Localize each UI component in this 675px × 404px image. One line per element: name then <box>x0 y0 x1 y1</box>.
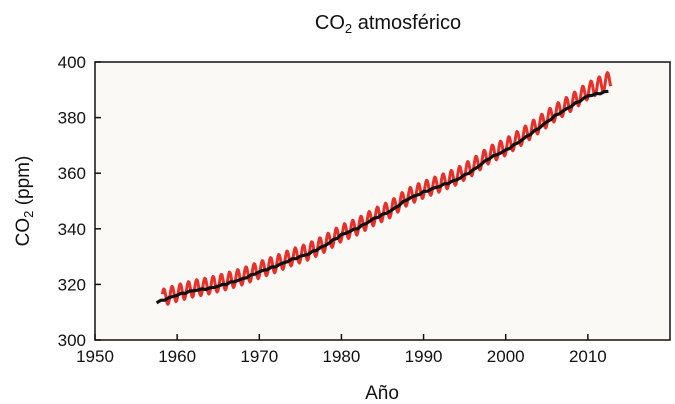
y-tick-label: 400 <box>58 53 86 72</box>
x-axis-title: Año <box>365 383 399 404</box>
chart-title: CO2 atmosférico <box>315 12 461 36</box>
seasonally-adjusted-co2-line <box>155 89 609 305</box>
x-tick-label: 1950 <box>76 347 114 366</box>
y-axis-title: CO2 (ppm) <box>13 156 36 247</box>
x-tick-label: 2010 <box>569 347 607 366</box>
y-tick-label: 300 <box>58 331 86 350</box>
y-tick-label: 380 <box>58 109 86 128</box>
y-tick-label: 340 <box>58 220 86 239</box>
x-tick-label: 1960 <box>158 347 196 366</box>
y-tick-label: 360 <box>58 164 86 183</box>
x-tick-label: 1990 <box>405 347 443 366</box>
x-tick-label: 2000 <box>487 347 525 366</box>
plot-area <box>94 61 671 341</box>
x-tick-label: 1980 <box>323 347 361 366</box>
series-layer <box>155 71 613 306</box>
y-tick-label: 320 <box>58 275 86 294</box>
axis-ticks: 1950 1960 1970 1980 1990 2000 2010 300 320 340 360… <box>58 53 607 366</box>
x-tick-label: 1970 <box>240 347 278 366</box>
